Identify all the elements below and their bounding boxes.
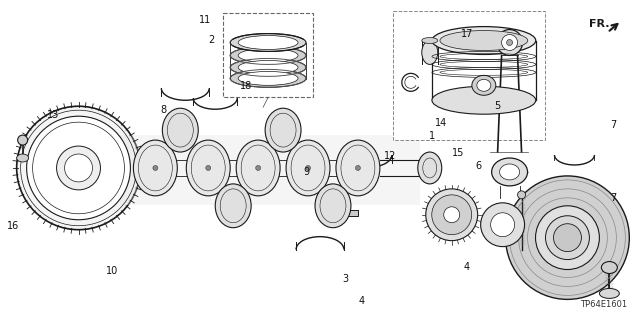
Ellipse shape [230,58,306,76]
Polygon shape [163,119,175,182]
Ellipse shape [18,135,28,145]
Text: 15: 15 [452,148,465,158]
Text: 18: 18 [241,81,253,92]
Text: 4: 4 [358,296,365,306]
Ellipse shape [238,60,298,74]
Ellipse shape [238,71,298,85]
Text: 4: 4 [464,263,470,272]
Ellipse shape [422,38,438,43]
Circle shape [205,166,211,170]
Text: 7: 7 [611,193,617,203]
Ellipse shape [497,30,522,56]
Polygon shape [216,154,228,217]
Ellipse shape [422,41,438,64]
Ellipse shape [432,86,536,114]
Ellipse shape [432,26,536,55]
Ellipse shape [554,224,581,252]
Circle shape [51,186,60,195]
Ellipse shape [230,70,306,87]
Ellipse shape [418,152,442,184]
Text: 8: 8 [161,105,166,115]
Text: 2: 2 [208,35,214,45]
Ellipse shape [444,207,460,223]
Ellipse shape [17,154,29,162]
Ellipse shape [230,33,306,51]
Polygon shape [120,135,420,205]
Text: 6: 6 [476,161,481,171]
Circle shape [255,166,260,170]
Text: FR.: FR. [589,19,610,29]
Text: 5: 5 [495,100,500,110]
Ellipse shape [133,140,177,196]
Text: 13: 13 [47,110,59,120]
Ellipse shape [518,191,525,199]
Text: 1: 1 [429,131,435,141]
Text: 7: 7 [611,120,617,130]
Text: 11: 11 [199,15,211,25]
Ellipse shape [336,140,380,196]
Circle shape [305,166,310,170]
Ellipse shape [315,184,351,228]
Ellipse shape [186,140,230,196]
Ellipse shape [163,108,198,152]
Text: TP64E1601: TP64E1601 [580,300,627,309]
Polygon shape [316,154,328,217]
Circle shape [355,166,360,170]
Text: 3: 3 [342,274,349,284]
Ellipse shape [238,35,298,49]
Ellipse shape [27,116,131,220]
Text: 12: 12 [384,151,396,161]
Ellipse shape [477,79,491,91]
Ellipse shape [500,164,520,180]
Circle shape [97,141,106,150]
Circle shape [153,166,158,170]
Ellipse shape [491,213,515,237]
Circle shape [507,40,513,46]
Ellipse shape [426,189,477,241]
Text: 17: 17 [461,29,473,39]
Ellipse shape [17,106,140,230]
Ellipse shape [545,216,589,260]
Bar [223,13,313,97]
Bar [393,11,545,140]
Ellipse shape [602,262,618,273]
Ellipse shape [215,184,251,228]
Ellipse shape [265,108,301,152]
Ellipse shape [492,158,527,186]
Ellipse shape [600,288,620,298]
Text: 10: 10 [106,266,118,276]
Ellipse shape [238,48,298,63]
Polygon shape [266,119,278,182]
Text: 14: 14 [435,118,447,128]
Ellipse shape [236,140,280,196]
Ellipse shape [506,176,629,300]
Ellipse shape [432,195,472,235]
Circle shape [97,186,106,195]
Ellipse shape [536,206,600,270]
Text: 16: 16 [7,221,20,231]
Ellipse shape [56,146,100,190]
Ellipse shape [502,34,518,50]
Bar [340,210,358,216]
Ellipse shape [481,203,525,247]
Ellipse shape [65,154,93,182]
Ellipse shape [286,140,330,196]
Circle shape [51,141,60,150]
Ellipse shape [230,47,306,64]
Ellipse shape [440,31,528,50]
Text: 9: 9 [303,167,309,177]
Ellipse shape [472,75,496,95]
